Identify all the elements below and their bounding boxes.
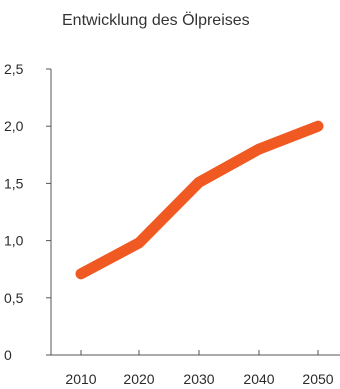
series-line-0 <box>75 120 324 280</box>
chart-title: Entwicklung des Ölpreises <box>62 12 250 29</box>
y-tick-label: 2,5 <box>4 61 24 77</box>
x-tick-label: 2030 <box>183 371 214 387</box>
x-axis-ticks: 2010 2020 2030 2040 2050 <box>65 350 334 387</box>
y-tick-label: 1,5 <box>4 175 24 191</box>
x-tick-label: 2050 <box>302 371 333 387</box>
x-tick-label: 2020 <box>123 371 154 387</box>
y-tick-label: 0,5 <box>4 290 24 306</box>
x-tick-label: 2010 <box>65 371 96 387</box>
y-axis-ticks: 0 0,5 1,0 1,5 2,0 2,5 <box>4 61 51 363</box>
y-tick-label: 2,0 <box>4 118 24 134</box>
x-tick-label: 2040 <box>243 371 274 387</box>
y-tick-label: 1,0 <box>4 233 24 249</box>
series-layer <box>75 120 324 280</box>
y-tick-label: 0 <box>4 347 12 363</box>
